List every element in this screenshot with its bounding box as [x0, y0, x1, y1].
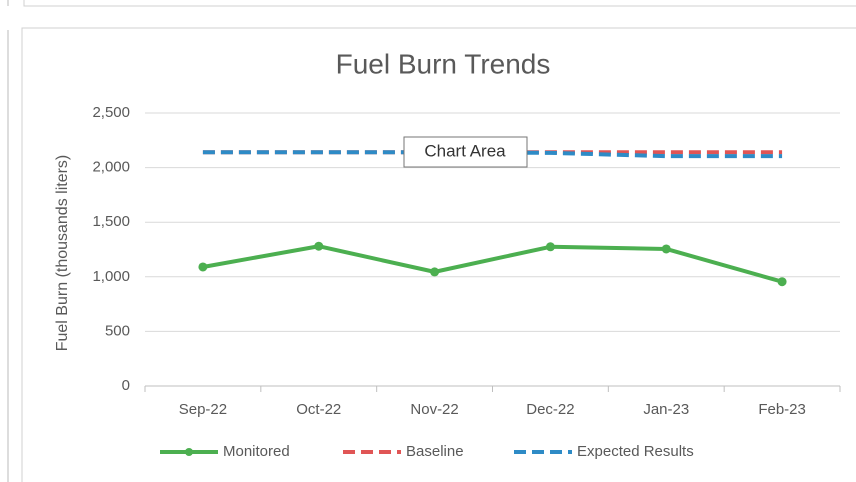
series-line	[202, 244, 783, 284]
x-tick-label: Dec-22	[526, 401, 574, 418]
x-tick-label: Oct-22	[296, 401, 341, 418]
legend-marker	[185, 448, 193, 456]
series-marker	[777, 277, 787, 287]
y-tick-label: 0	[122, 377, 130, 394]
legend-label: Baseline	[406, 443, 464, 460]
chart-title: Fuel Burn Trends	[336, 48, 551, 79]
y-tick-label: 2,500	[92, 104, 130, 121]
legend: Monitored Baseline Expected Results	[160, 443, 694, 460]
x-tick-label: Jan-23	[643, 401, 689, 418]
x-tick-label: Feb-23	[758, 401, 806, 418]
series-marker	[430, 267, 440, 277]
series-marker	[661, 244, 671, 254]
x-tick-label: Sep-22	[179, 401, 227, 418]
series-marker	[314, 241, 324, 251]
series-marker	[198, 262, 208, 272]
tooltip-box	[403, 136, 528, 168]
tooltip: Chart Area	[424, 141, 506, 160]
y-axis-label: Fuel Burn (thousands liters)	[54, 155, 71, 352]
y-tick-label: 2,000	[92, 159, 130, 176]
y-tick-label: 1,000	[92, 268, 130, 285]
y-tick-label: 500	[105, 322, 130, 339]
upper-panel	[23, 0, 856, 7]
series-marker	[545, 242, 555, 252]
legend-label: Expected Results	[577, 443, 694, 460]
legend-label: Monitored	[223, 443, 290, 460]
chart-area[interactable]	[21, 27, 856, 482]
x-tick-label: Nov-22	[410, 401, 458, 418]
y-tick-label: 1,500	[92, 213, 130, 230]
